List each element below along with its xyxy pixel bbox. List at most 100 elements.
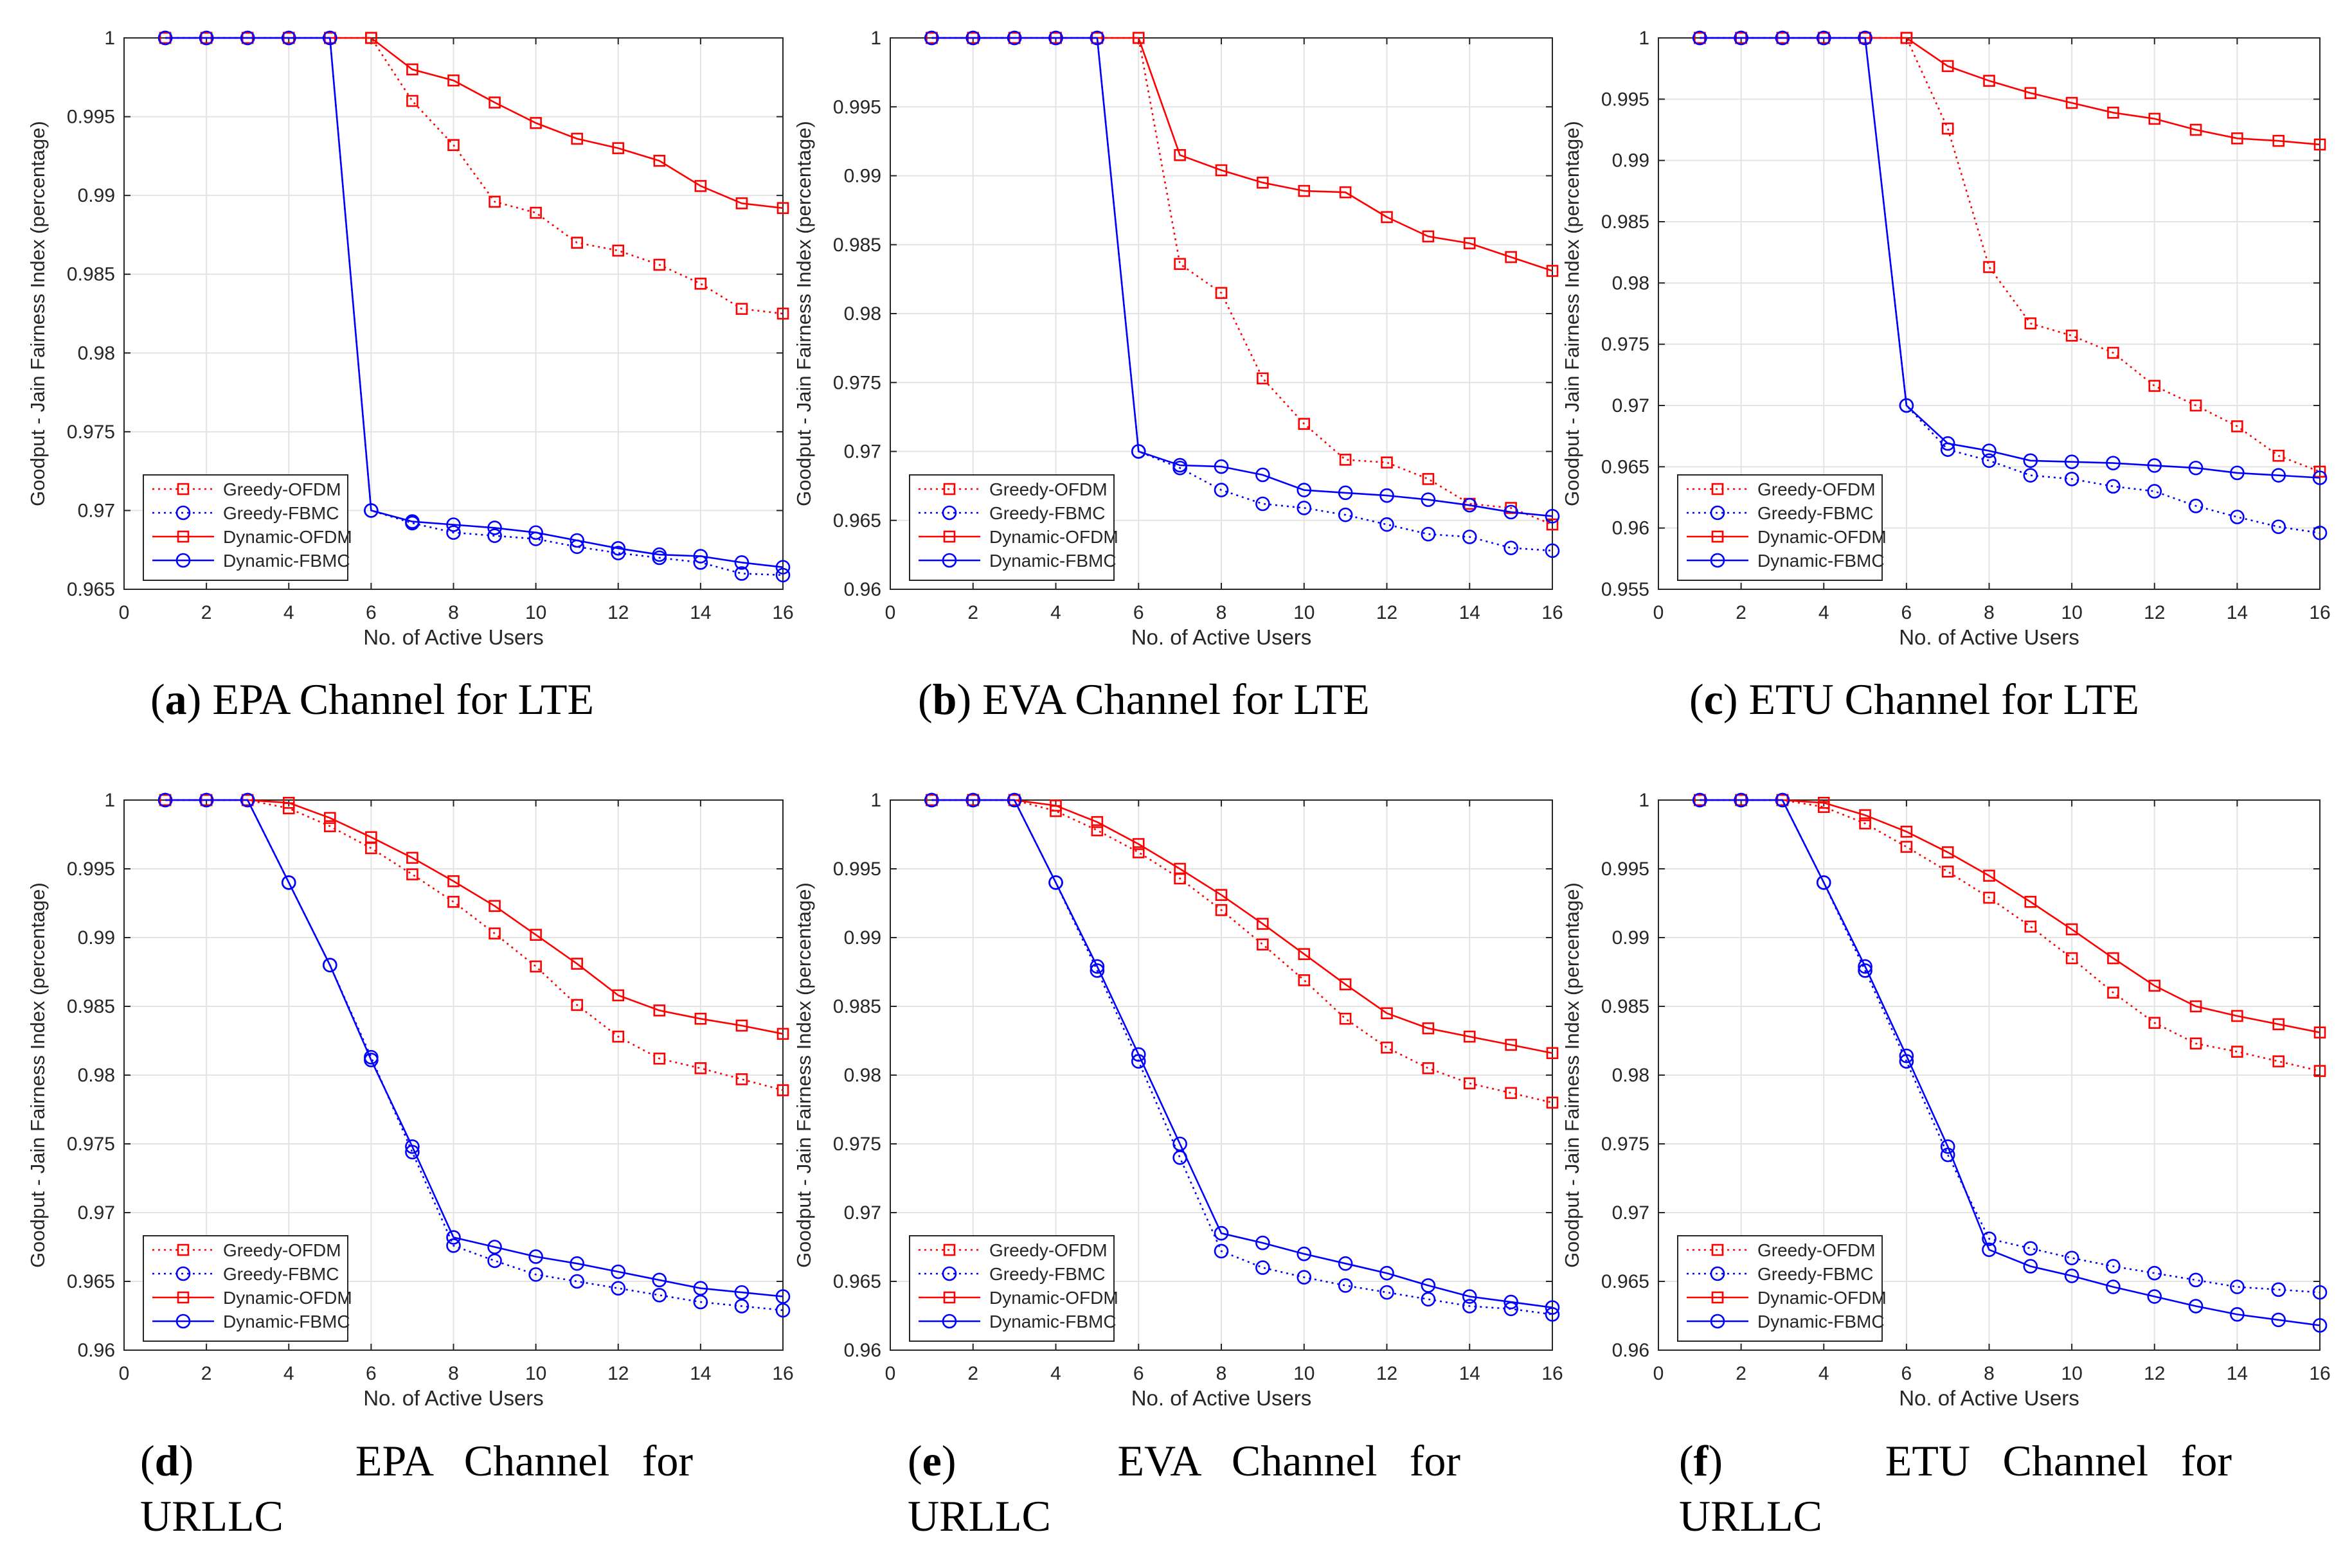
data-point-dynamic-ofdm — [1422, 1022, 1435, 1035]
data-point-dynamic-ofdm — [2272, 1018, 2285, 1031]
y-tick-label: 0.97 — [1612, 395, 1649, 416]
legend-swatch-marker — [177, 483, 190, 495]
data-point-dynamic-fbmc — [199, 792, 214, 808]
data-point-dynamic-fbmc — [611, 540, 626, 556]
caption-f: (f) ETU Channel for URLLC — [1679, 1436, 2232, 1540]
series-line-dynamic-fbmc — [931, 799, 1553, 1308]
legend-swatch-marker — [943, 483, 956, 495]
x-tick-label: 16 — [1541, 1363, 1563, 1384]
data-point-dynamic-fbmc — [2312, 1318, 2328, 1333]
data-point-greedy-ofdm — [612, 244, 625, 257]
data-point-greedy-fbmc — [1297, 501, 1312, 515]
legend-label: Greedy-OFDM — [1757, 479, 1876, 499]
data-point-dynamic-fbmc — [1775, 792, 1790, 808]
data-point-dynamic-fbmc — [1338, 1256, 1353, 1271]
data-point-greedy-ofdm — [694, 1062, 707, 1074]
data-point-greedy-fbmc — [1255, 1260, 1270, 1275]
y-tick-label: 0.975 — [1601, 334, 1649, 355]
data-point-dynamic-fbmc — [281, 875, 296, 890]
data-point-dynamic-ofdm — [1941, 846, 1954, 859]
data-point-dynamic-fbmc — [281, 30, 296, 46]
legend-label: Greedy-FBMC — [223, 1264, 339, 1284]
legend: Greedy-OFDM Greedy-FBMC Dynamic-OFDM Dynami… — [143, 474, 352, 581]
data-point-dynamic-ofdm — [2272, 134, 2285, 147]
data-point-greedy-ofdm — [1941, 122, 1954, 135]
plot-frame — [1658, 37, 2321, 590]
data-point-dynamic-fbmc — [924, 30, 939, 46]
y-tick-label: 0.97 — [1612, 1202, 1649, 1224]
data-point-dynamic-fbmc — [2188, 460, 2204, 476]
y-axis-label: Goodput - Jain Fairness Index (percentag… — [1561, 121, 1583, 506]
data-point-dynamic-ofdm — [1463, 237, 1476, 249]
data-point-dynamic-fbmc — [775, 560, 791, 575]
data-point-dynamic-ofdm — [489, 96, 501, 109]
data-point-greedy-ofdm — [406, 94, 418, 107]
data-point-dynamic-fbmc — [199, 30, 214, 46]
data-point-dynamic-fbmc — [2023, 1259, 2038, 1274]
data-point-greedy-fbmc — [652, 1288, 667, 1303]
data-point-greedy-ofdm — [777, 1084, 789, 1096]
data-point-dynamic-fbmc — [611, 1264, 626, 1279]
data-point-dynamic-ofdm — [694, 1012, 707, 1025]
x-tick-label: 8 — [1984, 1363, 1995, 1384]
data-point-greedy-ofdm — [2231, 1046, 2243, 1058]
data-point-greedy-fbmc — [1255, 496, 1270, 512]
chart-c: 0 2 4 6 8 10 12 14 16 0.955 0.96 0.965 0.97 0.975 0.98… — [1561, 28, 2331, 649]
data-point-greedy-ofdm — [1422, 1062, 1435, 1074]
chart-d: 0 2 4 6 8 10 12 14 16 0.96 0.965 0.97 0.975 0.98 0.985… — [26, 790, 794, 1410]
x-tick-label: 12 — [1376, 1363, 1397, 1384]
y-tick-label: 1 — [870, 28, 881, 49]
data-point-greedy-ofdm — [447, 139, 460, 151]
data-point-greedy-fbmc — [528, 1267, 543, 1282]
data-point-greedy-ofdm — [735, 303, 748, 315]
data-point-greedy-ofdm — [2148, 380, 2161, 392]
x-tick-label: 8 — [1984, 602, 1995, 623]
y-tick-label: 0.96 — [844, 1340, 881, 1361]
data-point-dynamic-fbmc — [405, 1139, 420, 1154]
data-point-dynamic-fbmc — [1462, 497, 1477, 513]
data-point-dynamic-ofdm — [2313, 138, 2326, 151]
legend-label: Dynamic-OFDM — [1757, 1288, 1887, 1308]
y-tick-label: 0.98 — [844, 303, 881, 325]
data-point-greedy-ofdm — [1298, 974, 1311, 986]
data-point-greedy-ofdm — [653, 258, 666, 271]
caption-c: (c) ETU Channel for LTE — [1689, 675, 2139, 724]
x-tick-label: 4 — [1050, 602, 1061, 623]
data-point-greedy-ofdm — [1381, 456, 1393, 468]
data-point-dynamic-fbmc — [2188, 1299, 2204, 1314]
x-tick-label: 2 — [201, 1363, 212, 1384]
y-tick-label: 0.995 — [833, 859, 881, 880]
data-point-greedy-fbmc — [1338, 507, 1353, 522]
data-point-greedy-ofdm — [2313, 465, 2326, 478]
data-point-greedy-ofdm — [1463, 1077, 1476, 1090]
data-point-dynamic-ofdm — [447, 74, 460, 87]
x-tick-label: 4 — [1818, 602, 1829, 623]
data-point-greedy-ofdm — [489, 195, 501, 208]
data-point-dynamic-ofdm — [612, 142, 625, 154]
series-line-greedy-ofdm — [931, 799, 1553, 1104]
data-point-dynamic-ofdm — [1257, 176, 1269, 189]
data-point-dynamic-ofdm — [489, 900, 501, 913]
data-point-dynamic-fbmc — [1734, 792, 1748, 808]
y-tick-label: 0.975 — [833, 1134, 881, 1155]
legend-label: Greedy-FBMC — [1757, 1264, 1873, 1284]
data-point-greedy-ofdm — [2065, 952, 2078, 965]
data-point-greedy-ofdm — [1546, 518, 1559, 531]
data-point-dynamic-fbmc — [1214, 1225, 1229, 1241]
legend-swatch-marker — [175, 553, 191, 568]
data-point-dynamic-fbmc — [1214, 459, 1229, 474]
data-point-greedy-ofdm — [1900, 841, 1913, 853]
x-axis-label: No. of Active Users — [363, 1386, 544, 1410]
chart-e: 0 2 4 6 8 10 12 14 16 0.96 0.965 0.97 0.975 0.98 0.985… — [793, 790, 1563, 1410]
data-point-dynamic-fbmc — [1255, 1235, 1270, 1251]
data-point-dynamic-fbmc — [693, 549, 708, 564]
legend-label: Dynamic-FBMC — [1757, 551, 1885, 571]
data-point-dynamic-fbmc — [323, 958, 337, 973]
data-point-dynamic-ofdm — [735, 1019, 748, 1032]
data-point-greedy-fbmc — [611, 1281, 626, 1296]
data-point-dynamic-fbmc — [1734, 30, 1748, 46]
data-point-dynamic-fbmc — [1504, 504, 1518, 520]
x-axis-label: No. of Active Users — [363, 625, 544, 649]
series-line-dynamic-fbmc — [1700, 37, 2321, 479]
y-axis-label: Goodput - Jain Fairness Index (percentag… — [26, 121, 49, 506]
